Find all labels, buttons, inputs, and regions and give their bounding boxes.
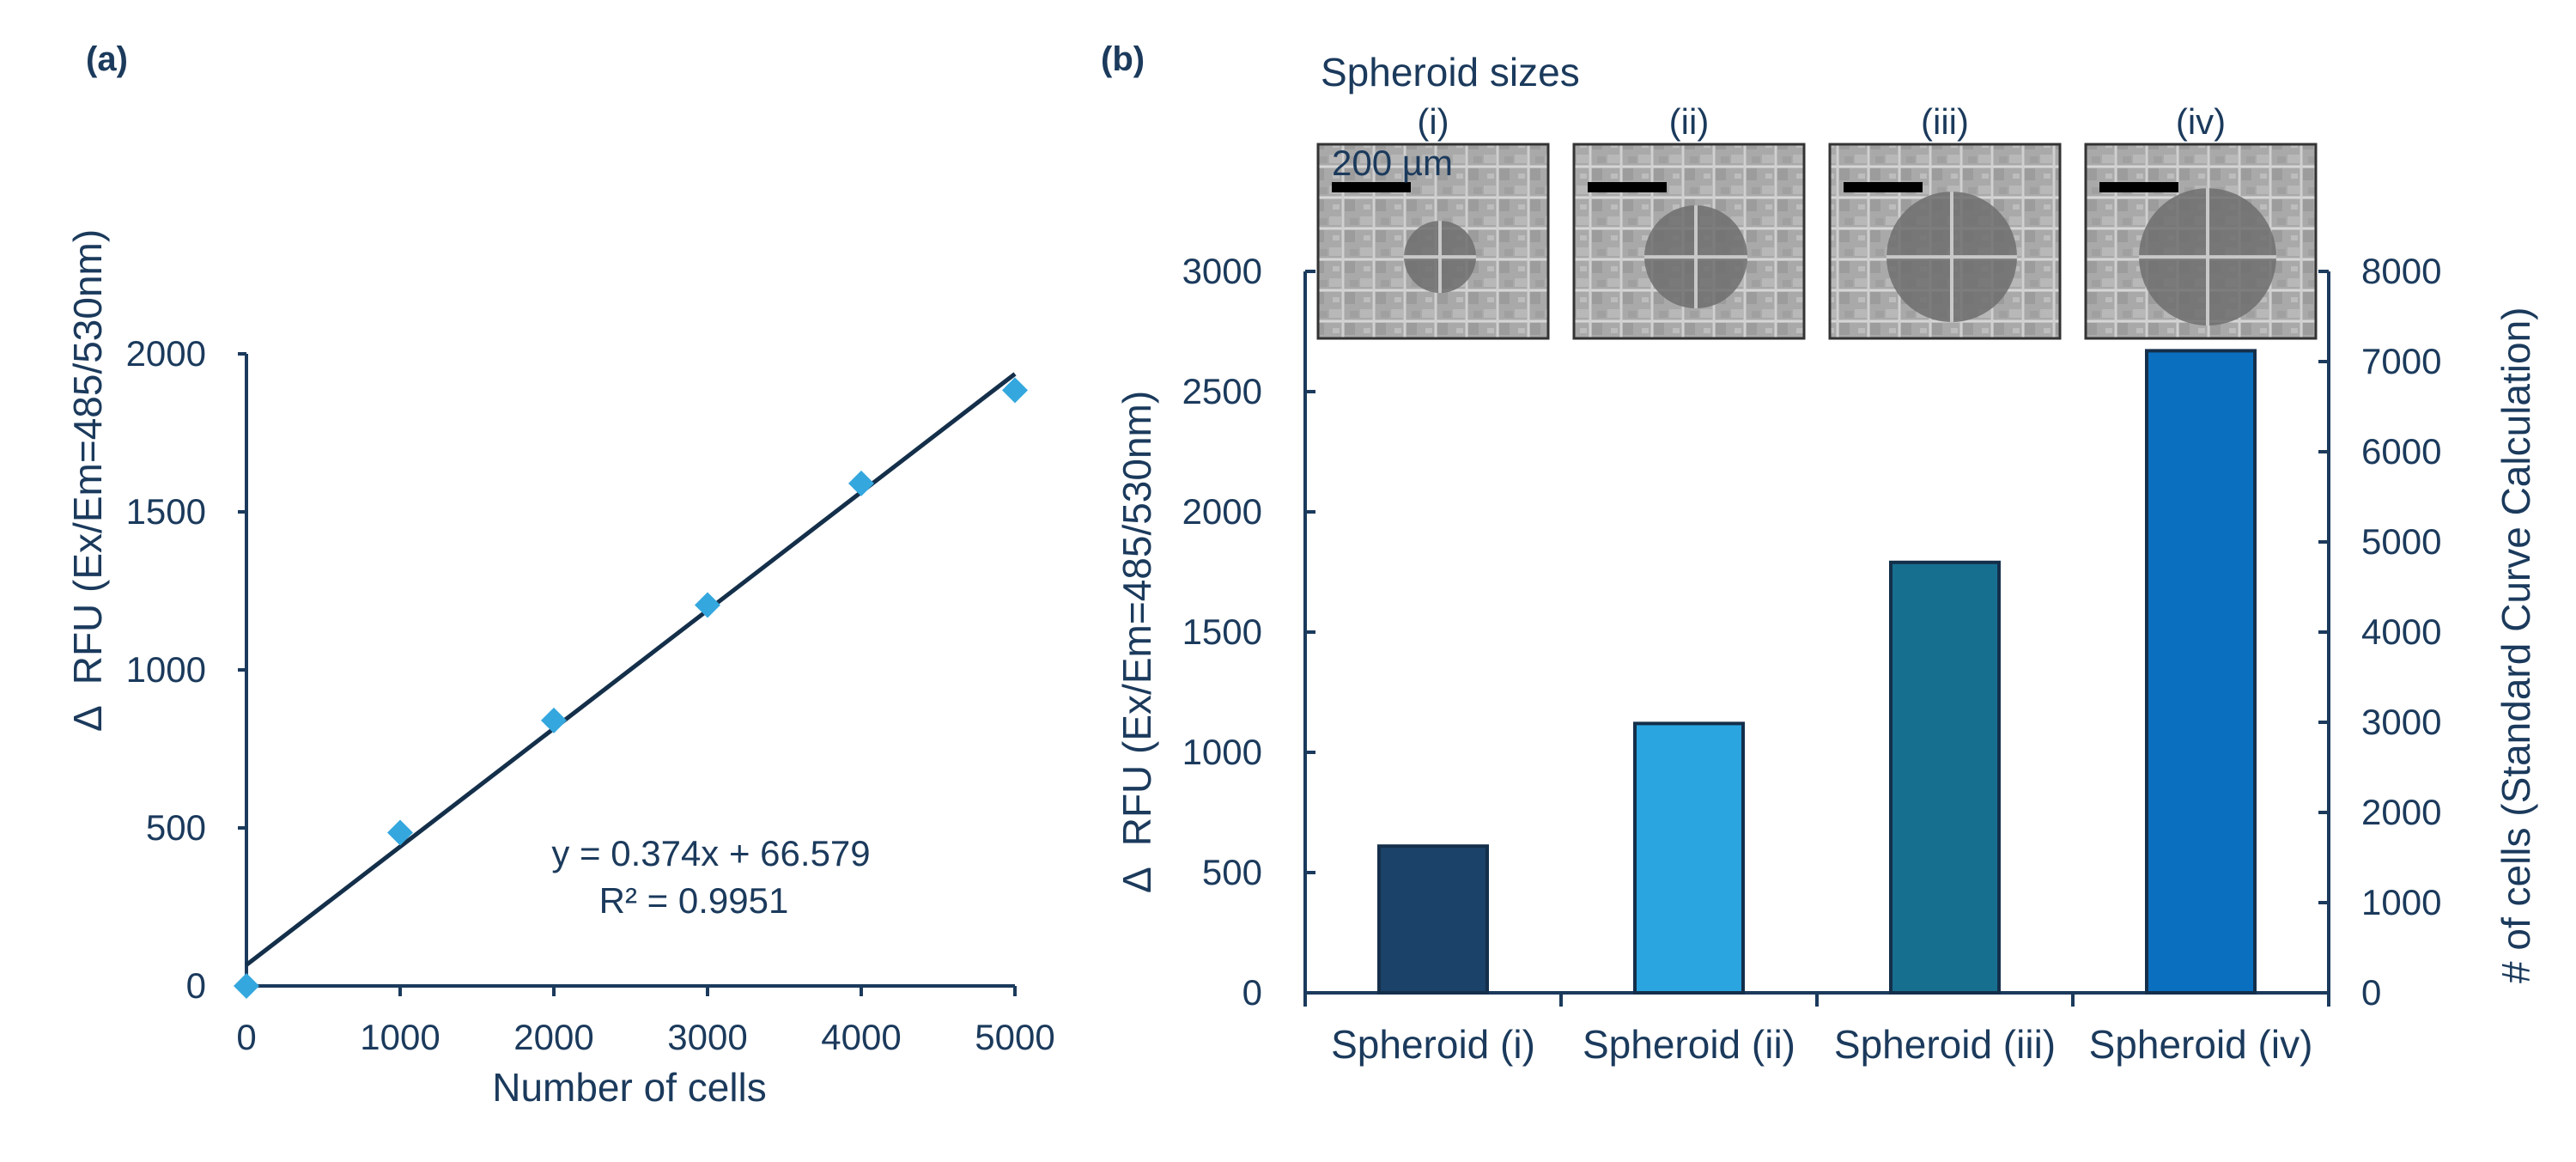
x-tick-label: 2000 bbox=[513, 1017, 593, 1057]
image-label: (ii) bbox=[1669, 101, 1710, 142]
data-point bbox=[1002, 377, 1028, 404]
scale-bar bbox=[1844, 182, 1923, 192]
data-point bbox=[387, 819, 413, 846]
y-tick-label: 500 bbox=[1202, 852, 1262, 892]
panel-label-b: (b) bbox=[1101, 40, 1145, 78]
scale-bar-label: 200 µm bbox=[1332, 143, 1453, 183]
category-label: Spheroid (ii) bbox=[1583, 1022, 1795, 1067]
y2-tick-label: 2000 bbox=[2361, 792, 2441, 832]
y2-tick-label: 1000 bbox=[2361, 882, 2441, 922]
scatter-chart: 0 500 1000 1500 2000 0 1000 2000 3000 4000 5000 y… bbox=[65, 229, 1055, 1110]
image-label: (iv) bbox=[2176, 101, 2226, 142]
spheroid-image: 200 µm bbox=[1316, 143, 1550, 340]
y-tick-label: 2000 bbox=[1182, 491, 1262, 532]
y-axis-title: Δ RFU (Ex/Em=485/530nm) bbox=[1115, 391, 1159, 893]
data-point bbox=[695, 592, 720, 618]
y-axis-title: Δ RFU (Ex/Em=485/530nm) bbox=[65, 229, 110, 732]
y-tick-label: 0 bbox=[1242, 972, 1262, 1013]
image-label: (i) bbox=[1417, 101, 1449, 142]
x-axis-title: Number of cells bbox=[492, 1065, 767, 1110]
y2-tick-label: 3000 bbox=[2361, 702, 2441, 742]
y-tick-label: 1500 bbox=[1182, 611, 1262, 652]
y-tick-label: 1000 bbox=[1182, 732, 1262, 772]
y-tick-label: 0 bbox=[186, 965, 206, 1006]
y-tick-label: 3000 bbox=[1182, 251, 1262, 291]
x-tick-label: 5000 bbox=[975, 1017, 1054, 1057]
y2-axis-title: # of cells (Standard Curve Calculation) bbox=[2494, 307, 2538, 983]
bar-chart: Spheroid sizes 200 µm(i) (ii) (iii) (iv) 0 5… bbox=[1115, 50, 2538, 1067]
category-label: Spheroid (i) bbox=[1331, 1022, 1535, 1067]
y-tick-label: 500 bbox=[146, 807, 206, 848]
data-point bbox=[234, 973, 259, 999]
regression-equation: y = 0.374x + 66.579 bbox=[551, 833, 870, 873]
panel-label-a: (a) bbox=[86, 40, 128, 78]
y2-tick-label: 5000 bbox=[2361, 521, 2441, 562]
y2-tick-label: 4000 bbox=[2361, 611, 2441, 652]
chart-subtitle: Spheroid sizes bbox=[1321, 50, 1580, 94]
y-axis-title-text: RFU (Ex/Em=485/530nm) bbox=[65, 229, 110, 684]
x-tick-label: 1000 bbox=[360, 1017, 440, 1057]
x-tick-label: 3000 bbox=[667, 1017, 747, 1057]
y2-tick-label: 8000 bbox=[2361, 251, 2441, 291]
y2-tick-label: 7000 bbox=[2361, 341, 2441, 381]
spheroid-image bbox=[1828, 143, 2062, 340]
y-tick-label: 1000 bbox=[126, 649, 206, 690]
y2-tick-label: 0 bbox=[2361, 972, 2381, 1013]
image-label: (iii) bbox=[1921, 101, 1969, 142]
x-tick-label: 4000 bbox=[821, 1017, 901, 1057]
scale-bar bbox=[1588, 182, 1667, 192]
y-tick-label: 1500 bbox=[126, 491, 206, 532]
trendline bbox=[245, 372, 1017, 967]
bar bbox=[1377, 844, 1489, 995]
category-label: Spheroid (iii) bbox=[1834, 1022, 2056, 1067]
spheroid-image bbox=[1572, 143, 1806, 340]
bar bbox=[1889, 560, 2001, 995]
y2-tick-label: 6000 bbox=[2361, 431, 2441, 471]
data-point bbox=[541, 707, 567, 733]
y-axis-title-text: RFU (Ex/Em=485/530nm) bbox=[1115, 391, 1159, 846]
scale-bar bbox=[1332, 182, 1411, 192]
y-tick-label: 2000 bbox=[126, 333, 206, 374]
x-tick-label: 0 bbox=[236, 1017, 256, 1057]
scale-bar bbox=[2099, 182, 2178, 192]
spheroid-image bbox=[2084, 143, 2318, 340]
delta-symbol: Δ bbox=[65, 705, 110, 732]
delta-symbol: Δ bbox=[1115, 867, 1159, 893]
bar bbox=[2145, 349, 2257, 995]
y-tick-label: 2500 bbox=[1182, 371, 1262, 411]
category-label: Spheroid (iv) bbox=[2089, 1022, 2313, 1067]
bar bbox=[1633, 721, 1745, 995]
data-point bbox=[848, 470, 874, 496]
r-squared-label: R² = 0.9951 bbox=[599, 880, 789, 921]
